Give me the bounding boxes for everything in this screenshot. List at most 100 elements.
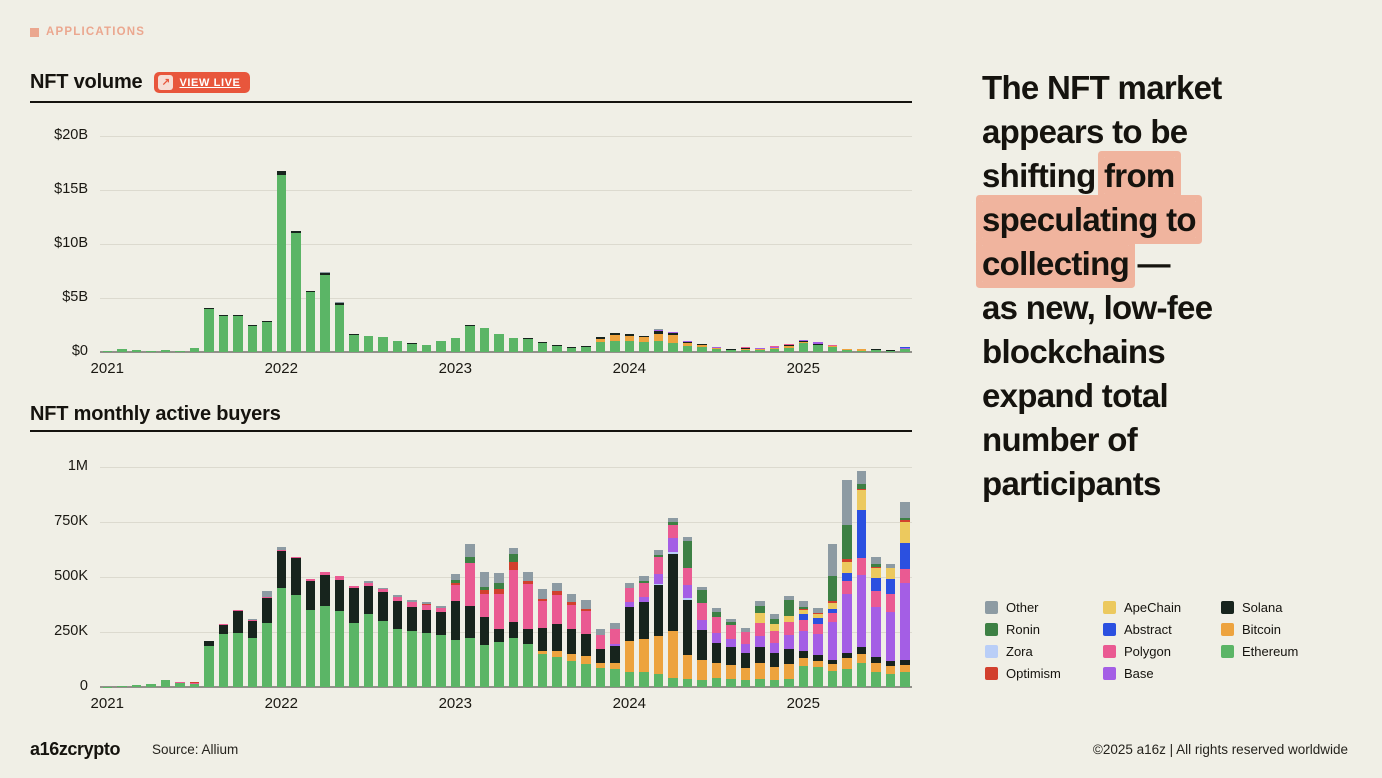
bar-segment-ethereum: [465, 326, 475, 352]
bar-segment-bitcoin: [653, 333, 663, 341]
bar-segment-other: [320, 272, 330, 273]
bar-segment-base: [653, 329, 663, 331]
bar-segment-bitcoin: [740, 348, 750, 350]
headline-line: as new, low-fee: [982, 286, 1342, 330]
legend-label: Ethereum: [1242, 644, 1299, 659]
bar-segment-solana: [233, 611, 243, 634]
legend-item-bitcoin: Bitcoin: [1221, 622, 1315, 637]
bar-segment-abstract: [900, 542, 910, 570]
bar-segment-ethereum: [247, 326, 257, 352]
bar-stack: [262, 591, 272, 687]
bar-segment-solana: [842, 652, 852, 659]
bar-segment-solana: [334, 302, 344, 306]
bar-segment-polygon: [363, 583, 373, 586]
bar-segment-ethereum: [581, 663, 591, 687]
bar-segment-polygon: [407, 602, 417, 607]
bar-segment-polygon: [755, 623, 765, 637]
view-live-button[interactable]: ↗ VIEW LIVE: [154, 72, 250, 93]
bar-segment-bitcoin: [827, 663, 837, 671]
bar-segment-solana: [610, 332, 620, 335]
bar-segment-solana: [537, 627, 547, 651]
bar-segment-ethereum: [334, 305, 344, 352]
bar-stack: [479, 327, 489, 352]
bar-segment-ethereum: [262, 623, 272, 687]
bar-segment-solana: [465, 605, 475, 638]
bar-segment-ethereum: [610, 669, 620, 687]
bar-segment-solana: [320, 574, 330, 607]
bar-segment-bitcoin: [784, 345, 794, 348]
gridline-0: [100, 351, 912, 353]
nft-volume-title: NFT volume: [30, 71, 143, 93]
bar-area: [100, 467, 912, 687]
bar-segment-other: [639, 575, 649, 581]
legend-label: Solana: [1242, 600, 1283, 615]
bar-segment-ethereum: [508, 637, 518, 687]
bar-segment-ethereum: [900, 349, 910, 352]
y-tick-label: $15B: [54, 181, 88, 197]
bar-stack: [204, 640, 214, 687]
bar-segment-polygon: [900, 569, 910, 583]
bar-segment-polygon: [610, 628, 620, 645]
bar-segment-ethereum: [769, 348, 779, 352]
ronin-swatch-icon: [985, 623, 998, 636]
bar-stack: [711, 607, 721, 687]
bar-segment-solana: [291, 557, 301, 595]
bar-segment-ethereum: [392, 341, 402, 352]
bar-segment-ethereum: [842, 669, 852, 687]
bar-segment-bitcoin: [682, 342, 692, 346]
bar-segment-optimism: [175, 681, 185, 683]
bar-segment-polygon: [784, 344, 794, 346]
bar-segment-solana: [813, 344, 823, 345]
bar-stack: [450, 573, 460, 687]
bar-segment-apechain: [856, 490, 866, 510]
bar-stack: [682, 537, 692, 687]
headline-line: speculating to: [982, 198, 1342, 242]
bar-segment-ethereum: [305, 292, 315, 352]
bar-segment-solana: [784, 345, 794, 346]
bar-segment-other: [798, 601, 808, 607]
headline-text: shifting: [982, 157, 1105, 194]
bar-segment-ethereum: [755, 679, 765, 687]
bar-segment-polygon: [711, 616, 721, 634]
bar-segment-bitcoin: [769, 348, 779, 349]
bar-segment-optimism: [479, 590, 489, 594]
bar-stack: [233, 314, 243, 352]
bar-segment-solana: [595, 648, 605, 663]
bar-stack: [189, 347, 199, 352]
bar-segment-optimism: [581, 608, 591, 612]
gridline-15b: [100, 189, 912, 191]
headline-line: number of: [982, 418, 1342, 462]
bar-segment-ethereum: [189, 347, 199, 352]
bar-segment-solana: [581, 634, 591, 657]
bar-segment-ethereum: [218, 316, 228, 352]
bar-stack: [320, 272, 330, 352]
bar-segment-base: [885, 612, 895, 661]
gridline-250k: [100, 631, 912, 633]
bar-stack: [784, 595, 794, 687]
bar-segment-other: [465, 544, 475, 558]
y-tick-label: $0: [71, 343, 88, 359]
bar-segment-solana: [668, 553, 678, 631]
bar-segment-base: [900, 582, 910, 660]
bar-segment-ethereum: [856, 350, 866, 352]
bar-segment-ethereum: [566, 347, 576, 352]
bar-segment-solana: [479, 327, 489, 329]
bar-segment-base: [769, 347, 779, 348]
bar-stack: [349, 334, 359, 352]
headline-text: The NFT market: [982, 69, 1222, 106]
bar-segment-other: [450, 573, 460, 581]
bar-stack: [160, 350, 170, 352]
bar-segment-bitcoin: [842, 658, 852, 670]
bar-segment-optimism: [900, 519, 910, 523]
bar-stack: [175, 350, 185, 352]
bar-segment-solana: [871, 657, 881, 663]
bar-segment-ronin: [711, 612, 721, 617]
bar-stack: [827, 544, 837, 687]
x-tick-label-2023: 2023: [438, 695, 472, 712]
headline-text: blockchains: [982, 333, 1166, 370]
bar-segment-polygon: [726, 625, 736, 639]
bar-segment-other: [900, 502, 910, 518]
bar-segment-ethereum: [537, 654, 547, 687]
bar-segment-ethereum: [320, 606, 330, 687]
headline-line: participants: [982, 462, 1342, 506]
